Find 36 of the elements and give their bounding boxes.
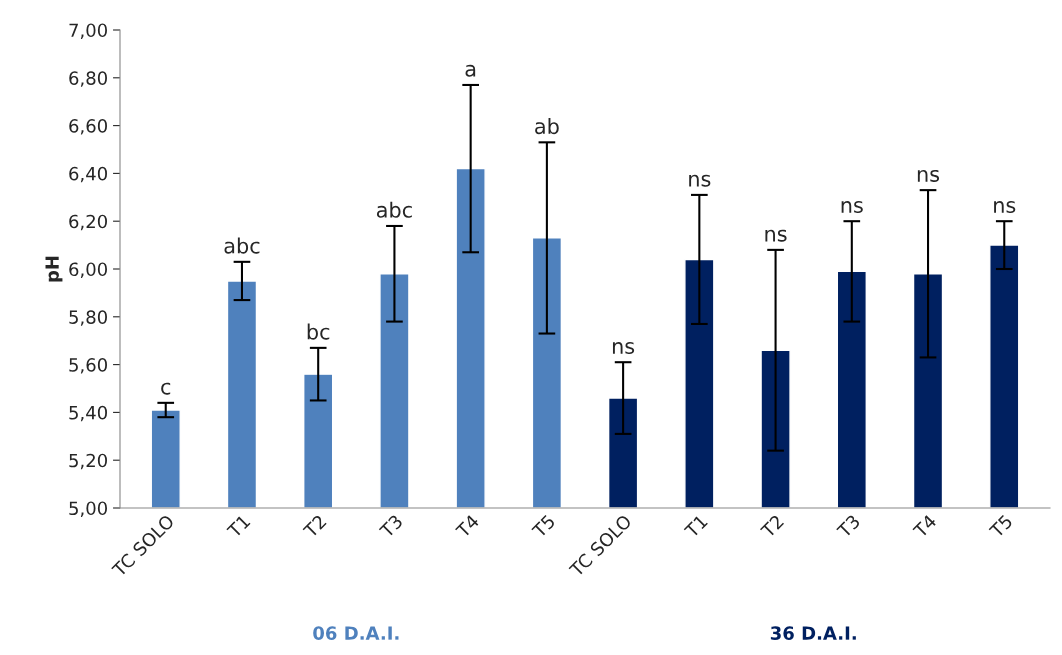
annotation: abc xyxy=(376,201,412,218)
x-tick-label: T4 xyxy=(912,513,938,539)
annotation: ns xyxy=(994,201,1016,213)
y-tick-label: 5,20 xyxy=(69,453,107,470)
x-tick-label: T3 xyxy=(378,514,404,539)
annotation: bc xyxy=(307,323,330,340)
x-tick-label: T5 xyxy=(988,514,1014,539)
x-tick-label: T1 xyxy=(683,514,708,539)
x-tick-label: T2 xyxy=(302,514,327,539)
y-tick-label: 6,80 xyxy=(69,71,107,87)
x-tick-label: T1 xyxy=(226,514,251,539)
x-tick-label: T3 xyxy=(836,514,861,539)
annotation: ns xyxy=(612,342,635,355)
annotation: ns xyxy=(689,174,711,187)
y-tick-label: 6,40 xyxy=(69,166,107,183)
x-tick-label: T4 xyxy=(455,513,480,539)
annotation: abc xyxy=(224,237,260,254)
annotation: ns xyxy=(917,169,940,182)
annotation: ns xyxy=(765,229,787,242)
y-tick-label: 7,00 xyxy=(69,23,107,39)
y-tick-label: 5,40 xyxy=(69,405,107,422)
annotation: ab xyxy=(535,118,559,135)
y-tick-label: 6,00 xyxy=(69,262,107,278)
annotation: ns xyxy=(841,201,863,213)
x-tick-label: T5 xyxy=(531,514,556,539)
annotation: a xyxy=(465,64,476,77)
text: 36 D.A.I. xyxy=(770,626,856,640)
y-tick-label: 5,80 xyxy=(69,310,107,326)
y-tick-label: 5,60 xyxy=(69,358,107,374)
y-axis-title: pH xyxy=(45,256,63,282)
y-tick-label: 6,60 xyxy=(69,119,107,135)
y-tick-label: 6,20 xyxy=(69,214,107,231)
x-tick-label: T2 xyxy=(759,514,784,539)
annotation: c xyxy=(161,382,171,395)
y-tick-label: 5,00 xyxy=(69,501,107,517)
text: 06 D.A.I. xyxy=(313,626,399,640)
